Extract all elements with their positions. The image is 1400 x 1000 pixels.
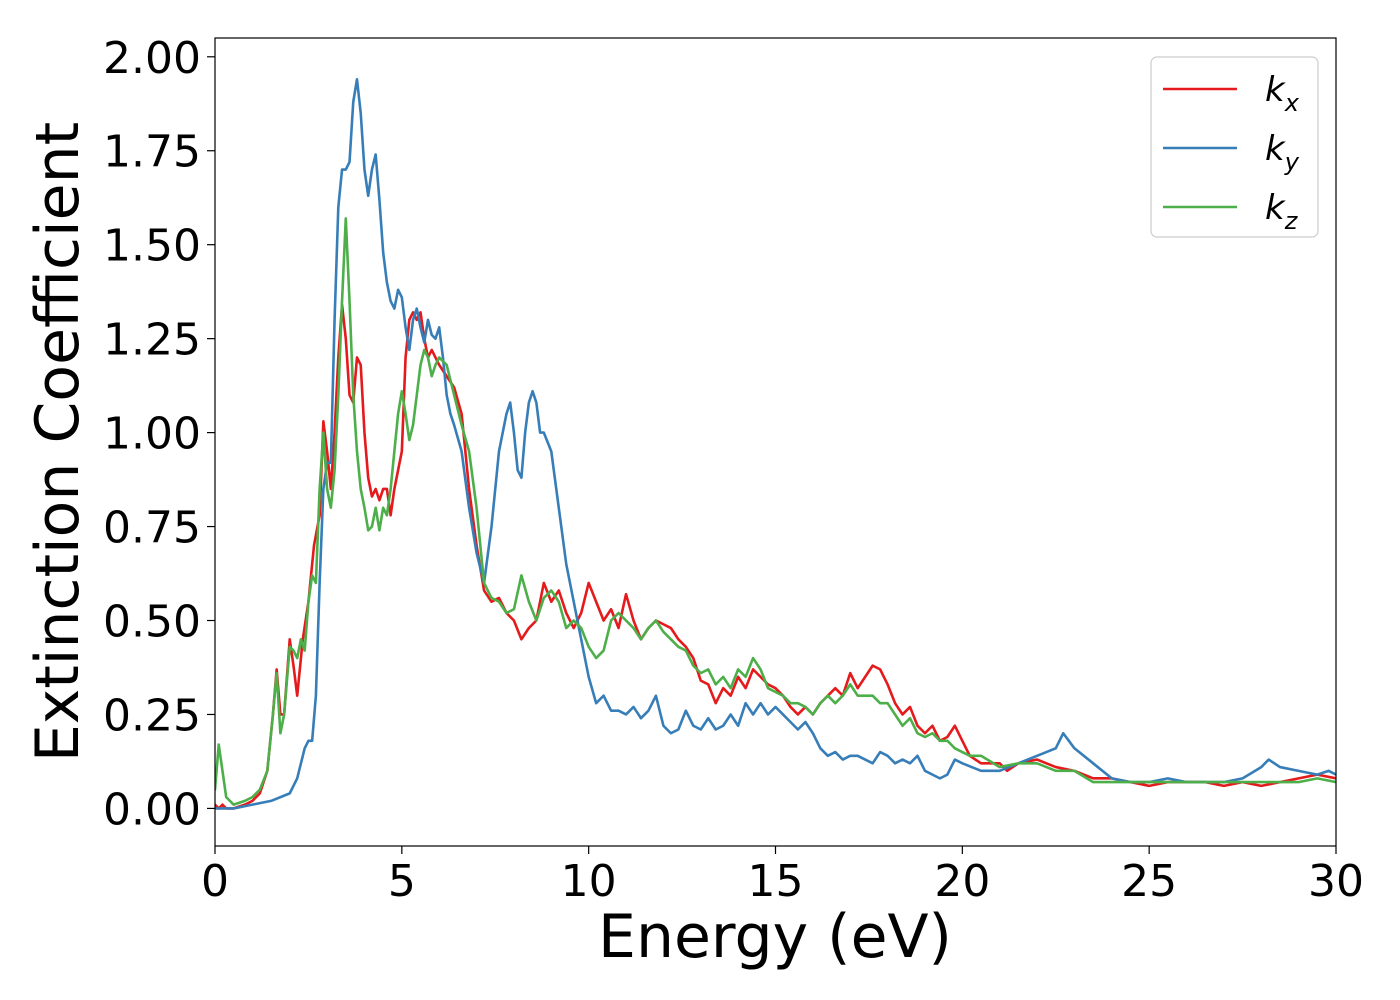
y-tick-label: 2.00	[103, 33, 201, 84]
y-tick-label: 1.00	[103, 409, 201, 460]
y-tick-label: 0.75	[103, 503, 201, 554]
series-layer	[215, 78, 1336, 810]
series-line-ky	[215, 78, 1336, 810]
x-tick-label: 20	[934, 856, 990, 907]
legend-label-kx: kx	[1265, 70, 1300, 117]
series-line-kx	[215, 303, 1336, 810]
series-line-kz	[215, 217, 1336, 806]
y-axis-title: Extinction Coefficient	[23, 122, 93, 762]
x-tick-label: 30	[1308, 856, 1364, 907]
ticks-layer: 0 5 10 15 20 25 30 0.00 0.25 0.50 0.75 1.00 1.25 1.50…	[103, 33, 1364, 907]
legend-label-ky: ky	[1265, 129, 1300, 176]
y-tick-label: 1.75	[103, 127, 201, 178]
x-tick-label: 25	[1121, 856, 1177, 907]
legend-label-kz: kz	[1265, 188, 1299, 235]
y-tick-label: 1.25	[103, 315, 201, 366]
y-tick-label: 0.25	[103, 690, 201, 741]
legend: kx ky kz	[1150, 56, 1319, 238]
x-tick-label: 5	[388, 856, 416, 907]
y-tick-label: 0.50	[103, 597, 201, 648]
x-tick-label: 0	[201, 856, 229, 907]
y-tick-label: 1.50	[103, 221, 201, 272]
x-tick-label: 15	[748, 856, 804, 907]
x-axis-title: Energy (eV)	[598, 902, 952, 972]
y-tick-label: 0.00	[103, 784, 201, 835]
x-tick-label: 10	[561, 856, 617, 907]
